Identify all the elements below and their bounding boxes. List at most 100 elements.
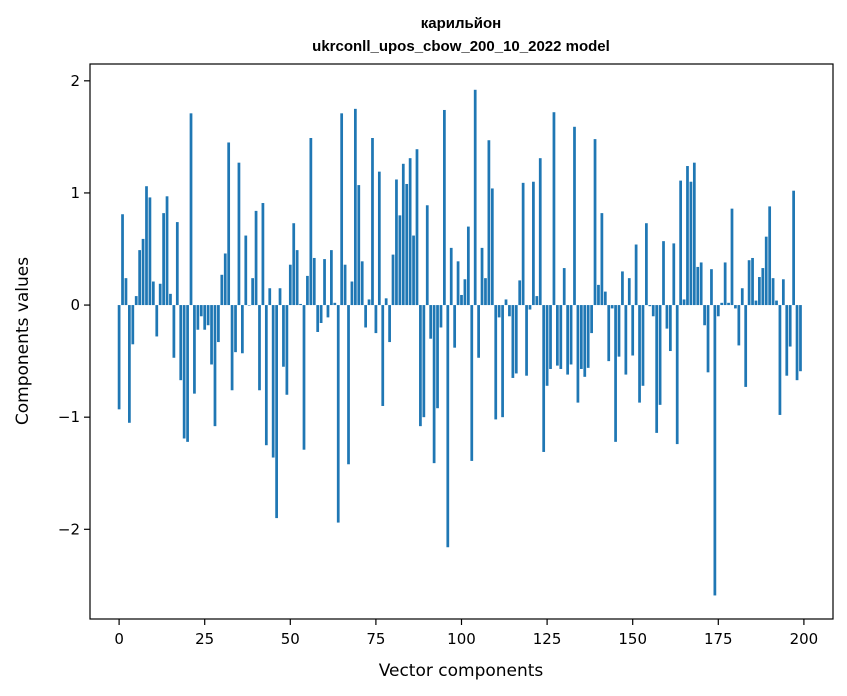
bar <box>699 262 703 306</box>
bars-group <box>117 89 802 596</box>
bar <box>562 268 566 306</box>
bar <box>662 241 665 306</box>
bar <box>319 305 323 323</box>
bar <box>480 247 484 306</box>
x-tick-label: 175 <box>704 630 733 648</box>
bar <box>155 305 159 337</box>
bar <box>645 223 648 306</box>
bar <box>323 259 326 306</box>
bar <box>508 305 511 317</box>
bar <box>203 305 207 330</box>
bar <box>573 126 576 306</box>
bar <box>388 305 391 343</box>
bar <box>634 244 638 306</box>
bar <box>490 188 494 306</box>
bar <box>730 208 734 306</box>
bar <box>169 293 172 306</box>
bar <box>603 291 607 306</box>
bar <box>333 302 337 306</box>
y-tick-label: 1 <box>70 184 80 202</box>
bar <box>374 305 378 334</box>
bar <box>162 213 165 306</box>
bar <box>350 281 354 306</box>
bar <box>443 109 446 306</box>
x-tick-label: 75 <box>366 630 385 648</box>
bar <box>347 305 350 465</box>
bar <box>295 250 299 306</box>
bar <box>723 262 727 306</box>
x-tick-label: 0 <box>114 630 124 648</box>
bar <box>470 305 474 461</box>
bar <box>549 305 552 369</box>
bar <box>141 238 145 306</box>
bar <box>234 305 237 353</box>
x-axis-label: Vector components <box>379 661 544 681</box>
bar <box>367 299 371 306</box>
bar <box>566 305 570 375</box>
bar <box>576 305 580 403</box>
bar <box>672 243 676 306</box>
bar <box>614 305 617 442</box>
bar <box>744 305 748 387</box>
bar <box>217 305 220 343</box>
y-axis-label: Components values <box>13 257 33 425</box>
x-tick-label: 150 <box>618 630 647 648</box>
bar <box>271 305 275 458</box>
bar <box>419 305 422 427</box>
bar <box>357 185 361 306</box>
bar <box>463 279 467 306</box>
bar <box>556 305 559 366</box>
bar <box>189 113 193 306</box>
bar <box>230 305 234 391</box>
bar <box>747 260 751 306</box>
bar <box>799 305 802 372</box>
bar <box>460 294 463 306</box>
bar <box>781 279 785 306</box>
bar <box>532 181 535 306</box>
bar <box>425 205 429 306</box>
bar <box>227 142 231 306</box>
bar <box>360 261 364 306</box>
bar <box>340 113 344 306</box>
bar <box>727 302 730 306</box>
bar <box>775 300 778 306</box>
bar <box>734 305 737 309</box>
x-tick-label: 100 <box>447 630 476 648</box>
bar <box>199 305 203 317</box>
bar <box>258 305 261 391</box>
bar <box>422 305 426 418</box>
bar <box>525 305 528 376</box>
y-tick-label: −1 <box>58 408 80 426</box>
bar <box>343 264 347 306</box>
bar <box>758 277 761 306</box>
bar <box>638 305 641 403</box>
bar <box>193 305 196 394</box>
bar <box>621 271 624 306</box>
bar <box>415 149 419 306</box>
bar <box>487 140 491 306</box>
bar <box>158 283 162 306</box>
bar <box>751 257 754 306</box>
bar <box>579 305 583 369</box>
bar <box>648 305 652 307</box>
bar <box>686 166 689 306</box>
bar <box>535 296 539 306</box>
bar <box>432 305 436 464</box>
bar <box>151 281 155 306</box>
bar <box>124 278 128 306</box>
bar <box>306 275 309 306</box>
bar <box>514 305 518 374</box>
bar <box>764 236 768 306</box>
bar <box>121 214 124 306</box>
bar <box>264 305 268 446</box>
bar <box>175 222 179 306</box>
bar <box>405 183 409 306</box>
bar <box>590 305 593 334</box>
bar <box>251 278 255 306</box>
y-tick-label: 2 <box>70 72 80 90</box>
bar <box>788 305 792 347</box>
bar <box>179 305 183 381</box>
bar <box>600 213 604 306</box>
bar <box>665 305 669 329</box>
